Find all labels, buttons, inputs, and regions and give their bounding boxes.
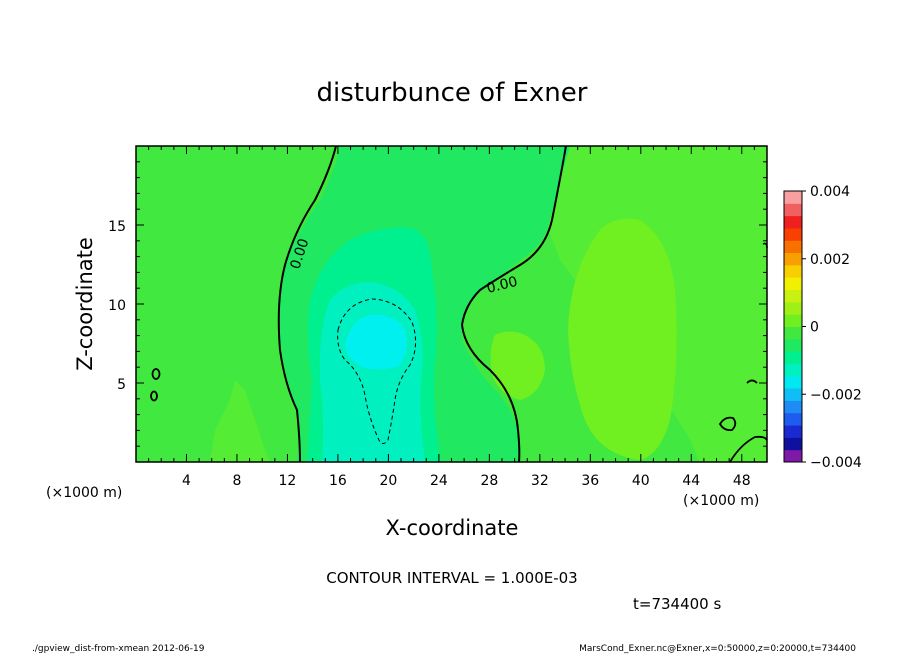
colorbar-tick-label: 0.002 [810, 252, 850, 268]
y-tick-label: 5 [117, 377, 126, 393]
y-tick-label: 10 [108, 298, 126, 314]
colorbar-segment [784, 191, 802, 204]
time-text: t=734400 s [633, 595, 721, 613]
x-tick-label: 24 [430, 473, 448, 489]
colorbar-segment [784, 388, 802, 401]
contour-label-right: 0.00 [485, 274, 519, 297]
colorbar [784, 191, 802, 463]
x-axis-label: X-coordinate [386, 516, 519, 540]
region-positive-peak [568, 218, 677, 460]
region-negative-core [345, 314, 407, 370]
colorbar-segment [784, 301, 802, 315]
contour-small-c [718, 416, 737, 432]
colorbar-segment [784, 215, 802, 229]
colorbar-segment [784, 449, 802, 463]
region-positive-left [210, 380, 270, 462]
region-negative-inner [319, 282, 425, 462]
x-tick-label: 36 [581, 473, 599, 489]
colorbar-segment [784, 437, 802, 451]
x-tick-label: 12 [279, 473, 297, 489]
colorbar-tick-label: −0.002 [810, 387, 862, 403]
contour-small-a [151, 368, 161, 380]
y-unit-label: (×1000 m) [46, 485, 122, 501]
colorbar-segment [784, 363, 802, 377]
colorbar-segment [784, 314, 802, 327]
x-tick-label: 44 [682, 473, 700, 489]
colorbar-segment [784, 338, 802, 352]
y-tick-label: 15 [108, 219, 126, 235]
x-tick-label: 20 [379, 473, 397, 489]
contour-zero-left [277, 145, 337, 463]
x-tick-labels: 4 8 12 16 20 24 28 32 36 40 44 48 [182, 473, 751, 489]
colorbar-tick-label: −0.004 [810, 455, 862, 471]
colorbar-segment [784, 400, 802, 414]
contour-negative [337, 298, 416, 444]
y-tick-marks [136, 145, 767, 463]
colorbar-segment [784, 203, 802, 217]
footer-left: ./gpview_dist-from-xmean 2012-06-19 [32, 644, 205, 654]
contour-corner [729, 435, 768, 463]
x-tick-label: 48 [733, 473, 751, 489]
x-tick-label: 28 [480, 473, 498, 489]
chart-title: disturbunce of Exner [317, 78, 588, 108]
x-tick-marks [135, 146, 768, 462]
colorbar-segment [784, 289, 802, 303]
contour-right-edge [746, 379, 758, 384]
region-positive-small [490, 331, 545, 400]
contour-zero-right [460, 145, 567, 463]
colorbar-segment [784, 425, 802, 438]
x-tick-label: 16 [329, 473, 347, 489]
colorbar-segment [784, 240, 802, 254]
colorbar-segment [784, 227, 802, 241]
colorbar-segment [784, 351, 802, 364]
plot-area: 0.00 0.00 [135, 145, 768, 463]
x-unit-label: (×1000 m) [683, 493, 759, 509]
x-tick-label: 32 [531, 473, 549, 489]
colorbar-segment [784, 326, 802, 340]
contour-small-b [150, 390, 158, 402]
y-axis-label: Z-coordinate [73, 237, 97, 371]
footer-right: MarsCond_Exner.nc@Exner,x=0:50000,z=0:20… [579, 644, 856, 654]
colorbar-segment [784, 264, 802, 278]
colorbar-tick-label: 0 [810, 320, 819, 336]
colorbar-segment [784, 277, 802, 291]
x-tick-label: 8 [232, 473, 241, 489]
y-tick-labels: 5 10 15 [108, 219, 126, 393]
colorbar-tick-label: 0.004 [810, 184, 850, 200]
x-tick-label: 40 [632, 473, 650, 489]
colorbar-segment [784, 412, 802, 426]
x-tick-label: 4 [182, 473, 191, 489]
contour-interval-text: CONTOUR INTERVAL = 1.000E-03 [326, 569, 577, 587]
colorbar-segment [784, 252, 802, 266]
colorbar-segment [784, 375, 802, 389]
colorbar-ticks: 0.004 0.002 0 −0.002 −0.004 [802, 184, 862, 471]
